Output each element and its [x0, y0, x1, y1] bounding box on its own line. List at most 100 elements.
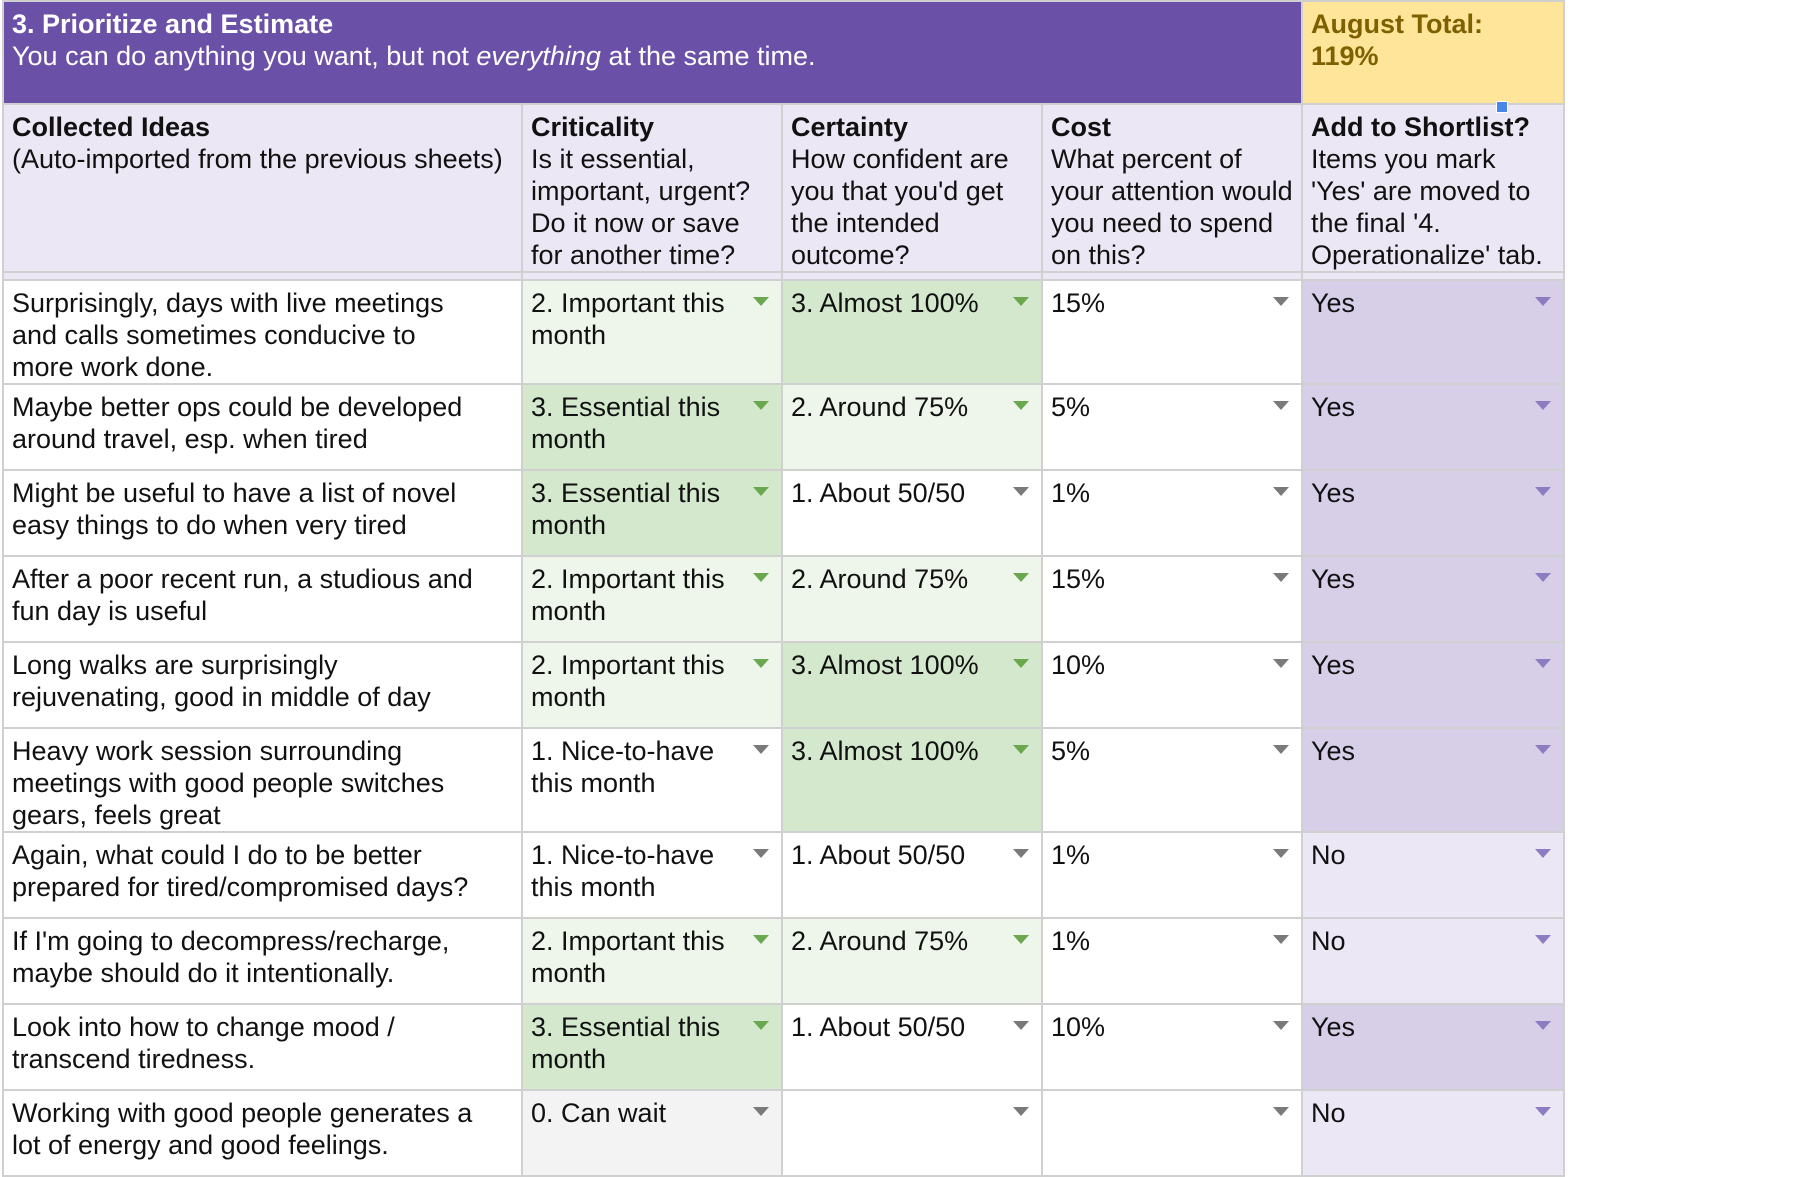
chevron-down-icon[interactable] — [753, 849, 769, 858]
cost-dropdown[interactable]: 15% — [1041, 555, 1303, 643]
chevron-down-icon[interactable] — [1013, 573, 1029, 582]
chevron-down-icon[interactable] — [1013, 401, 1029, 410]
criticality-dropdown[interactable]: 3. Essential this month — [521, 383, 783, 471]
chevron-down-icon[interactable] — [1013, 659, 1029, 668]
cost-dropdown[interactable] — [1041, 1089, 1303, 1177]
header-criticality[interactable]: Criticality Is it essential, important, … — [521, 103, 783, 273]
chevron-down-icon[interactable] — [1535, 487, 1551, 496]
certainty-dropdown[interactable]: 3. Almost 100% — [781, 727, 1043, 833]
criticality-dropdown[interactable]: 1. Nice-to-have this month — [521, 727, 783, 833]
cost-dropdown[interactable]: 5% — [1041, 727, 1303, 833]
cost-dropdown[interactable]: 1% — [1041, 917, 1303, 1005]
chevron-down-icon[interactable] — [1273, 487, 1289, 496]
chevron-down-icon[interactable] — [1273, 849, 1289, 858]
certainty-dropdown[interactable]: 1. About 50/50 — [781, 1003, 1043, 1091]
chevron-down-icon[interactable] — [753, 297, 769, 306]
criticality-dropdown[interactable]: 1. Nice-to-have this month — [521, 831, 783, 919]
criticality-dropdown[interactable]: 3. Essential this month — [521, 1003, 783, 1091]
title-cell[interactable]: 3. Prioritize and Estimate You can do an… — [2, 0, 1303, 105]
chevron-down-icon[interactable] — [1535, 935, 1551, 944]
chevron-down-icon[interactable] — [1273, 401, 1289, 410]
certainty-dropdown[interactable] — [781, 1089, 1043, 1177]
certainty-dropdown[interactable]: 1. About 50/50 — [781, 469, 1043, 557]
chevron-down-icon[interactable] — [1013, 297, 1029, 306]
header-cost[interactable]: Cost What percent of your attention woul… — [1041, 103, 1303, 273]
chevron-down-icon[interactable] — [1273, 935, 1289, 944]
chevron-down-icon[interactable] — [1273, 745, 1289, 754]
shortlist-value: Yes — [1311, 392, 1356, 422]
shortlist-dropdown[interactable]: No — [1301, 917, 1565, 1005]
certainty-dropdown[interactable]: 1. About 50/50 — [781, 831, 1043, 919]
august-total-cell[interactable]: August Total: 119% — [1301, 0, 1565, 105]
chevron-down-icon[interactable] — [753, 745, 769, 754]
chevron-down-icon[interactable] — [1013, 935, 1029, 944]
idea-cell[interactable]: Maybe better ops could be developed arou… — [2, 383, 523, 471]
certainty-dropdown[interactable]: 2. Around 75% — [781, 555, 1043, 643]
shortlist-dropdown[interactable]: Yes — [1301, 469, 1565, 557]
chevron-down-icon[interactable] — [1535, 297, 1551, 306]
shortlist-dropdown[interactable]: No — [1301, 1089, 1565, 1177]
chevron-down-icon[interactable] — [1535, 849, 1551, 858]
header-ideas[interactable]: Collected Ideas (Auto-imported from the … — [2, 103, 523, 273]
shortlist-dropdown[interactable]: Yes — [1301, 1003, 1565, 1091]
certainty-dropdown[interactable]: 2. Around 75% — [781, 917, 1043, 1005]
shortlist-dropdown[interactable]: Yes — [1301, 383, 1565, 471]
cost-dropdown[interactable]: 1% — [1041, 469, 1303, 557]
chevron-down-icon[interactable] — [1535, 745, 1551, 754]
idea-cell[interactable]: Heavy work session surrounding meetings … — [2, 727, 523, 833]
idea-cell[interactable]: If I'm going to decompress/recharge, may… — [2, 917, 523, 1005]
chevron-down-icon[interactable] — [1273, 1021, 1289, 1030]
header-shortlist[interactable]: Add to Shortlist? Items you mark 'Yes' a… — [1301, 103, 1565, 273]
chevron-down-icon[interactable] — [753, 935, 769, 944]
chevron-down-icon[interactable] — [1013, 1107, 1029, 1116]
idea-cell[interactable]: Working with good people generates a lot… — [2, 1089, 523, 1177]
chevron-down-icon[interactable] — [1013, 487, 1029, 496]
chevron-down-icon[interactable] — [753, 1107, 769, 1116]
criticality-dropdown[interactable]: 2. Important this month — [521, 641, 783, 729]
chevron-down-icon[interactable] — [1535, 1021, 1551, 1030]
criticality-dropdown[interactable]: 2. Important this month — [521, 917, 783, 1005]
chevron-down-icon[interactable] — [1273, 659, 1289, 668]
certainty-dropdown[interactable]: 2. Around 75% — [781, 383, 1043, 471]
idea-cell[interactable]: Long walks are surprisingly rejuvenating… — [2, 641, 523, 729]
criticality-dropdown[interactable]: 0. Can wait — [521, 1089, 783, 1177]
chevron-down-icon[interactable] — [1273, 297, 1289, 306]
chevron-down-icon[interactable] — [1535, 659, 1551, 668]
shortlist-dropdown[interactable]: Yes — [1301, 641, 1565, 729]
chevron-down-icon[interactable] — [753, 573, 769, 582]
header-certainty[interactable]: Certainty How confident are you that you… — [781, 103, 1043, 273]
chevron-down-icon[interactable] — [1535, 573, 1551, 582]
criticality-dropdown[interactable]: 3. Essential this month — [521, 469, 783, 557]
cost-dropdown[interactable]: 10% — [1041, 1003, 1303, 1091]
chevron-down-icon[interactable] — [1273, 1107, 1289, 1116]
shortlist-dropdown[interactable]: No — [1301, 831, 1565, 919]
criticality-dropdown[interactable]: 2. Important this month — [521, 555, 783, 643]
shortlist-dropdown[interactable]: Yes — [1301, 555, 1565, 643]
shortlist-dropdown[interactable]: Yes — [1301, 727, 1565, 833]
chevron-down-icon[interactable] — [1535, 1107, 1551, 1116]
selection-fill-handle[interactable] — [1496, 101, 1508, 113]
criticality-dropdown[interactable]: 2. Important this month — [521, 279, 783, 385]
chevron-down-icon[interactable] — [753, 487, 769, 496]
idea-cell[interactable]: Again, what could I do to be better prep… — [2, 831, 523, 919]
idea-cell[interactable]: Might be useful to have a list of novel … — [2, 469, 523, 557]
certainty-dropdown[interactable]: 3. Almost 100% — [781, 641, 1043, 729]
cost-dropdown[interactable]: 5% — [1041, 383, 1303, 471]
chevron-down-icon[interactable] — [1535, 401, 1551, 410]
idea-cell[interactable]: Look into how to change mood / transcend… — [2, 1003, 523, 1091]
chevron-down-icon[interactable] — [1013, 849, 1029, 858]
cost-dropdown[interactable]: 10% — [1041, 641, 1303, 729]
idea-cell[interactable]: Surprisingly, days with live meetings an… — [2, 279, 523, 385]
certainty-dropdown[interactable]: 3. Almost 100% — [781, 279, 1043, 385]
cost-value: 5% — [1051, 392, 1091, 422]
chevron-down-icon[interactable] — [1013, 745, 1029, 754]
idea-cell[interactable]: After a poor recent run, a studious and … — [2, 555, 523, 643]
chevron-down-icon[interactable] — [753, 659, 769, 668]
cost-dropdown[interactable]: 1% — [1041, 831, 1303, 919]
chevron-down-icon[interactable] — [753, 1021, 769, 1030]
cost-dropdown[interactable]: 15% — [1041, 279, 1303, 385]
chevron-down-icon[interactable] — [1273, 573, 1289, 582]
chevron-down-icon[interactable] — [753, 401, 769, 410]
shortlist-dropdown[interactable]: Yes — [1301, 279, 1565, 385]
chevron-down-icon[interactable] — [1013, 1021, 1029, 1030]
